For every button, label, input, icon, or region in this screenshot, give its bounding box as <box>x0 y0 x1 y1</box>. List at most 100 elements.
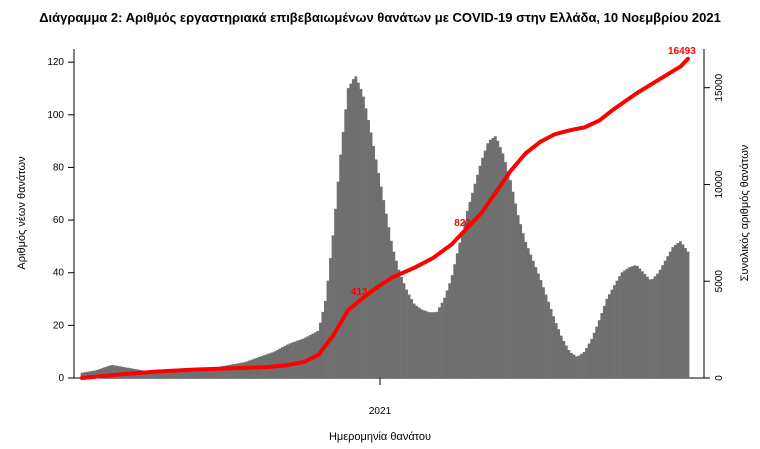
daily-deaths-bar <box>161 372 165 378</box>
daily-deaths-bar <box>608 294 611 378</box>
daily-deaths-bar <box>301 338 304 378</box>
daily-deaths-bar <box>433 312 436 378</box>
daily-deaths-bar <box>93 370 97 378</box>
y-right-tick-label: 0 <box>714 375 725 381</box>
daily-deaths-bar <box>111 364 114 378</box>
daily-deaths-bars <box>80 76 690 379</box>
daily-deaths-bar <box>686 251 690 378</box>
daily-deaths-bar <box>204 369 208 378</box>
daily-deaths-bar <box>296 340 299 378</box>
daily-deaths-bar <box>392 251 396 378</box>
daily-deaths-bar <box>420 309 424 378</box>
daily-deaths-bar <box>635 265 639 378</box>
daily-deaths-bar <box>387 227 391 378</box>
daily-deaths-bar <box>600 313 604 378</box>
y-right-tick-label: 15000 <box>714 73 725 101</box>
daily-deaths-bar <box>526 248 530 378</box>
daily-deaths-bar <box>227 364 231 378</box>
daily-deaths-bar <box>280 347 284 378</box>
daily-deaths-bar <box>103 367 107 378</box>
daily-deaths-bar <box>154 372 157 378</box>
daily-deaths-bar <box>187 370 190 378</box>
daily-deaths-bar <box>197 370 201 378</box>
daily-deaths-bar <box>146 371 150 378</box>
daily-deaths-bar <box>633 265 637 378</box>
daily-deaths-bar <box>640 271 644 378</box>
daily-deaths-bar <box>189 370 193 378</box>
daily-deaths-bar <box>610 289 614 378</box>
chart-title: Διάγραμμα 2: Αριθμός εργαστηριακά επιβεβ… <box>39 10 721 25</box>
daily-deaths-bar <box>678 241 682 378</box>
y-left-tick-label: 40 <box>53 268 65 279</box>
daily-deaths-bar <box>326 280 330 378</box>
daily-deaths-bar <box>367 120 370 378</box>
daily-deaths-bar <box>242 362 246 378</box>
daily-deaths-bar <box>288 343 292 378</box>
daily-deaths-bar <box>329 258 332 378</box>
daily-deaths-bar <box>225 365 228 378</box>
daily-deaths-bar <box>486 143 490 378</box>
daily-deaths-bar <box>450 275 454 378</box>
x-tick-2021: 2021 <box>369 406 392 417</box>
daily-deaths-bar <box>519 224 523 378</box>
daily-deaths-bar <box>628 267 632 378</box>
daily-deaths-bar <box>364 108 368 378</box>
daily-deaths-bar <box>156 372 160 378</box>
daily-deaths-bar <box>417 307 421 378</box>
daily-deaths-bar <box>356 82 360 378</box>
daily-deaths-bar <box>331 235 335 378</box>
daily-deaths-bar <box>448 283 452 378</box>
daily-deaths-bar <box>116 365 119 378</box>
daily-deaths-bar <box>377 173 381 378</box>
daily-deaths-bar <box>443 297 446 378</box>
daily-deaths-bar <box>648 279 652 378</box>
daily-deaths-bar <box>564 345 568 378</box>
daily-deaths-bar <box>151 372 155 378</box>
daily-deaths-bar <box>582 352 586 378</box>
daily-deaths-bar <box>362 96 365 379</box>
daily-deaths-bar <box>468 201 472 378</box>
daily-deaths-bar <box>661 265 665 378</box>
daily-deaths-bar <box>455 253 459 378</box>
daily-deaths-bar <box>192 370 195 378</box>
daily-deaths-bar <box>453 264 457 378</box>
daily-deaths-bar <box>552 316 556 378</box>
daily-deaths-bar <box>232 364 236 378</box>
daily-deaths-bar <box>171 372 175 378</box>
daily-deaths-bar <box>283 345 287 378</box>
daily-deaths-bar <box>458 242 462 378</box>
daily-deaths-bar <box>324 301 327 378</box>
daily-deaths-bar <box>498 147 502 378</box>
daily-deaths-bar <box>159 372 162 378</box>
daily-deaths-bar <box>466 210 469 378</box>
daily-deaths-bar <box>182 370 185 378</box>
daily-deaths-bar <box>105 366 109 378</box>
daily-deaths-bar <box>653 276 657 378</box>
daily-deaths-bar <box>668 251 672 378</box>
x-axis-label: Ημερομηνία θανάτου <box>329 431 431 443</box>
daily-deaths-bar <box>415 305 419 378</box>
daily-deaths-bar <box>230 364 233 378</box>
daily-deaths-bar <box>298 339 302 378</box>
daily-deaths-bar <box>440 302 444 378</box>
daily-deaths-bar <box>149 371 152 378</box>
y-right-tick-label: 10000 <box>714 170 725 198</box>
daily-deaths-bar <box>473 183 477 378</box>
daily-deaths-bar <box>613 285 616 378</box>
left-axis-label: Αριθμός νέων θανάτων <box>16 156 28 270</box>
daily-deaths-bar <box>169 372 173 378</box>
daily-deaths-bar <box>521 233 525 378</box>
daily-deaths-bar <box>339 154 343 378</box>
daily-deaths-bar <box>351 79 355 379</box>
daily-deaths-bar <box>113 365 117 378</box>
daily-deaths-bar <box>531 260 535 378</box>
daily-deaths-bar <box>346 88 350 379</box>
daily-deaths-bar <box>98 369 102 378</box>
y-left-tick-label: 120 <box>47 57 64 68</box>
daily-deaths-bar <box>349 83 353 378</box>
daily-deaths-bar <box>460 231 464 378</box>
daily-deaths-bar <box>202 369 206 378</box>
daily-deaths-bar <box>605 298 609 378</box>
daily-deaths-bar <box>214 367 218 378</box>
daily-deaths-bar <box>471 192 474 378</box>
